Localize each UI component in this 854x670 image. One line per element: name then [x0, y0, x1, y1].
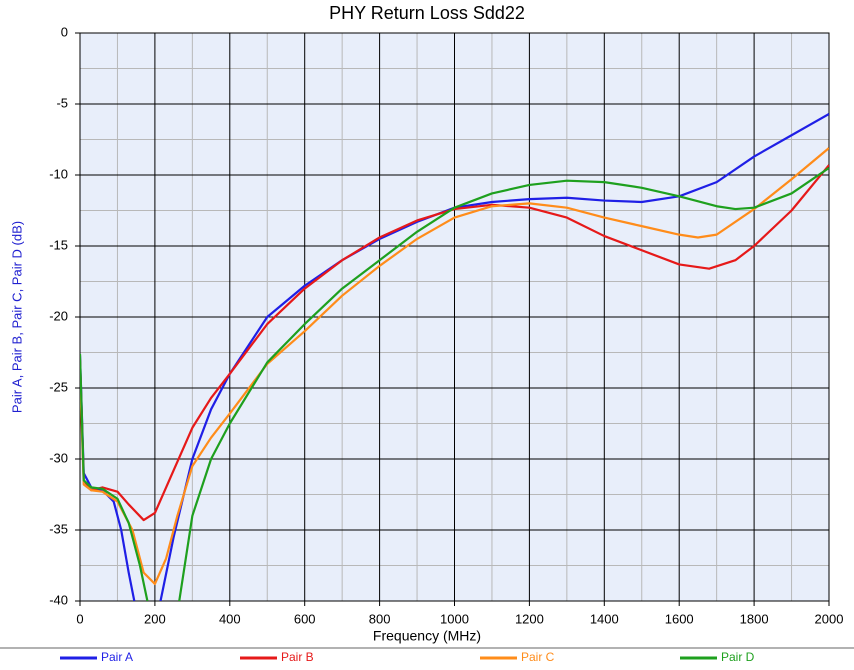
x-tick-label: 1600 — [665, 611, 694, 626]
y-tick-label: -25 — [49, 379, 68, 394]
legend-label: Pair B — [281, 650, 314, 664]
x-tick-label: 1000 — [440, 611, 469, 626]
y-tick-label: 0 — [61, 24, 68, 39]
x-tick-label: 400 — [219, 611, 241, 626]
y-tick-label: -15 — [49, 237, 68, 252]
y-tick-label: -30 — [49, 450, 68, 465]
plot-border — [79, 32, 830, 602]
y-tick-label: -20 — [49, 308, 68, 323]
x-tick-label: 1200 — [515, 611, 544, 626]
line — [80, 166, 829, 601]
legend-label: Pair D — [721, 650, 755, 664]
x-tick-label: 2000 — [815, 611, 844, 626]
y-tick-label: -35 — [49, 521, 68, 536]
chart-title: PHY Return Loss Sdd22 — [329, 3, 525, 23]
x-tick-label: 200 — [144, 611, 166, 626]
legend-label: Pair A — [101, 650, 133, 664]
y-tick-label: -40 — [49, 592, 68, 607]
legend-label: Pair C — [521, 650, 555, 664]
y-axis-label: Pair A, Pair B, Pair C, Pair D (dB) — [9, 221, 24, 413]
x-tick-label: 1400 — [590, 611, 619, 626]
x-tick-label: 1800 — [740, 611, 769, 626]
x-tick-label: 600 — [294, 611, 316, 626]
x-tick-label: 800 — [369, 611, 391, 626]
line — [80, 164, 829, 522]
y-tick-label: -10 — [49, 166, 68, 181]
y-tick-label: -5 — [56, 95, 68, 110]
x-tick-label: 0 — [76, 611, 83, 626]
x-axis-label: Frequency (MHz) — [373, 628, 481, 644]
